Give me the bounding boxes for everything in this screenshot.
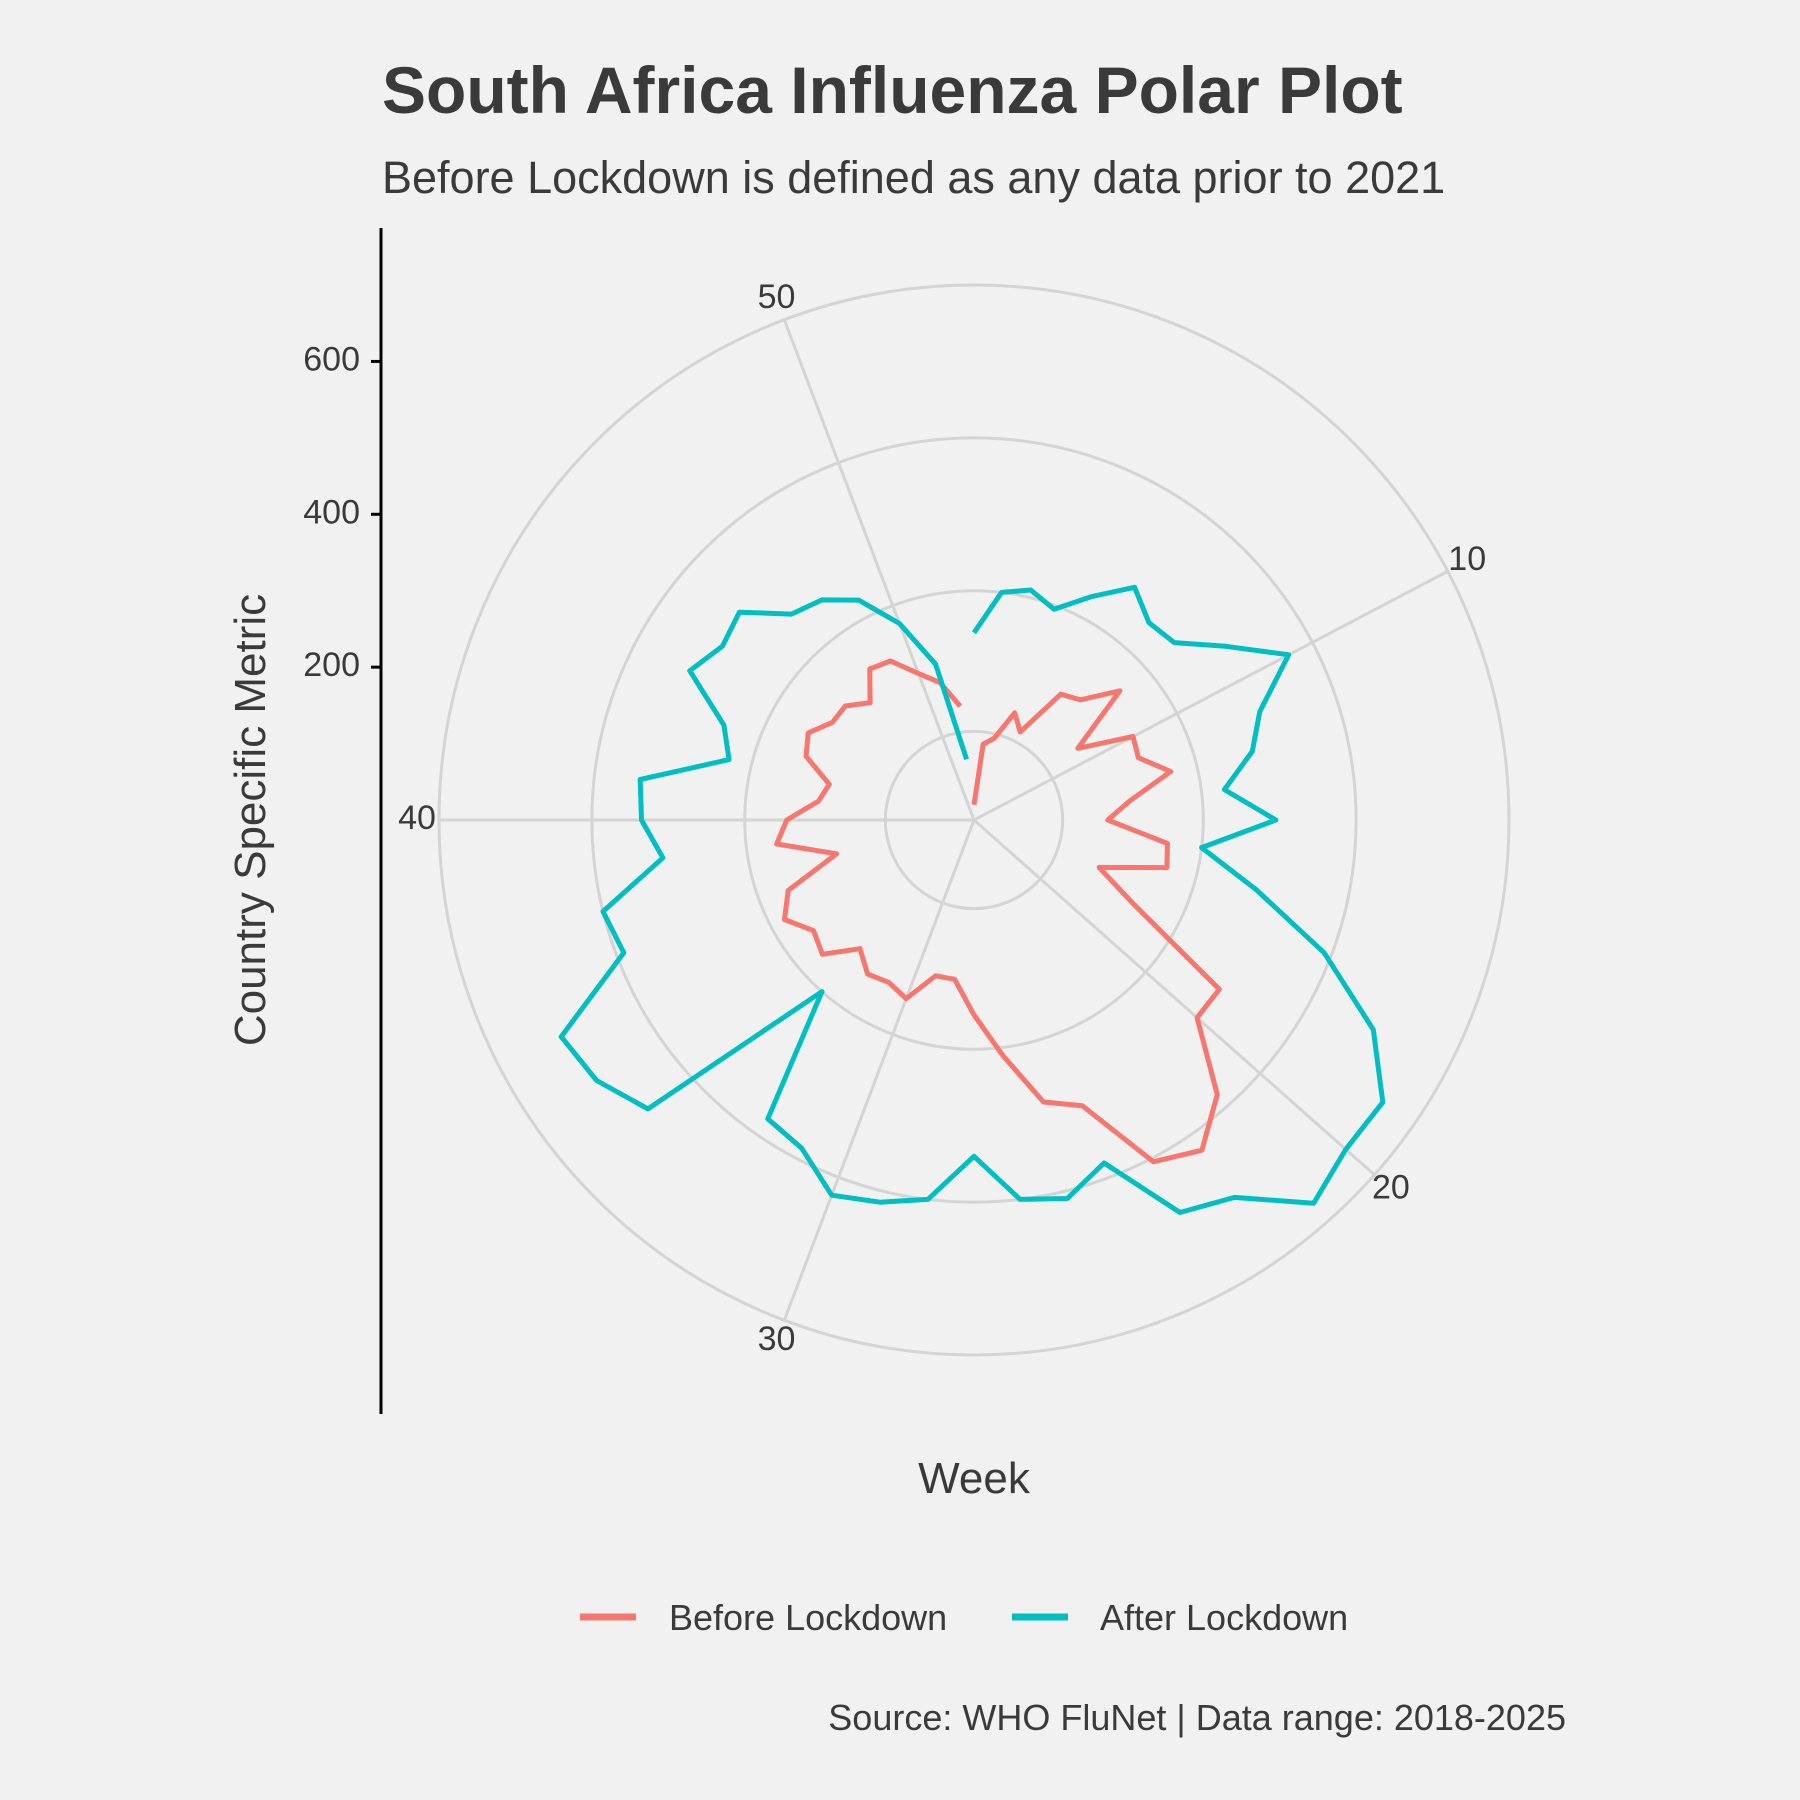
- polar-grid: 10 20 30 40 50: [398, 278, 1511, 1358]
- y-axis-ticks: 200 400 600: [303, 340, 381, 684]
- legend-label-after: After Lockdown: [1100, 1597, 1348, 1638]
- legend: Before Lockdown After Lockdown: [580, 1597, 1348, 1638]
- y-tick-label-600: 600: [303, 340, 360, 378]
- caption: Source: WHO FluNet | Data range: 2018-20…: [828, 1697, 1566, 1738]
- theta-tick-label-40: 40: [398, 799, 436, 837]
- chart-title: South Africa Influenza Polar Plot: [382, 53, 1403, 127]
- theta-tick-label-30: 30: [758, 1320, 796, 1358]
- chart-subtitle: Before Lockdown is defined as any data p…: [382, 152, 1445, 203]
- grid-spoke-50: [782, 319, 976, 821]
- grid-spoke-20: [973, 818, 1376, 1176]
- theta-tick-label-20: 20: [1372, 1168, 1410, 1206]
- theta-tick-label-50: 50: [758, 278, 796, 316]
- grid-spoke-10: [973, 570, 1449, 822]
- y-tick-label-200: 200: [303, 646, 360, 684]
- x-axis-title: Week: [918, 1454, 1031, 1503]
- y-axis-title: Country Specific Metric: [226, 594, 275, 1046]
- theta-tick-label-10: 10: [1448, 540, 1486, 578]
- after-lockdown-line: [558, 584, 1386, 1215]
- series-lines: [558, 584, 1386, 1215]
- legend-label-before: Before Lockdown: [669, 1597, 947, 1638]
- grid-spoke-30: [782, 819, 976, 1321]
- y-tick-label-400: 400: [303, 493, 360, 531]
- before-lockdown-line: [774, 658, 1222, 1165]
